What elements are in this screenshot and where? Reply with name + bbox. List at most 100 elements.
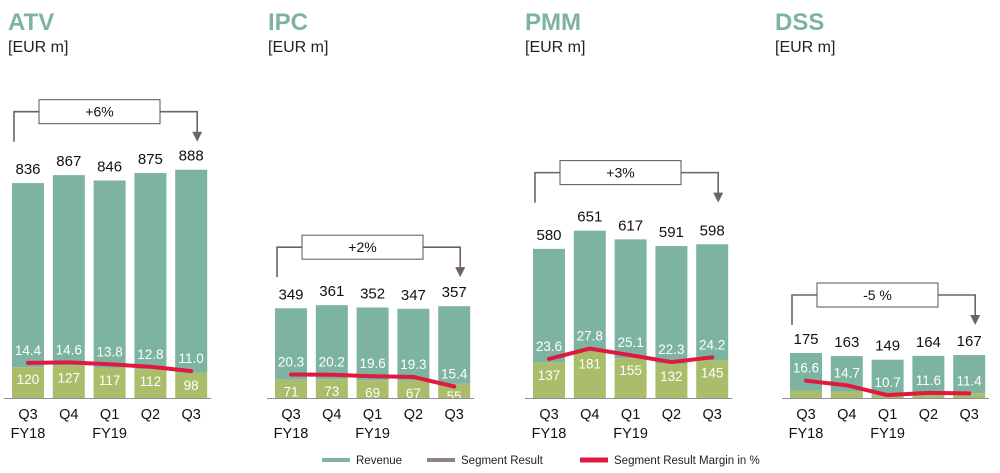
legend-item-segment-result: Segment Result [427,455,544,467]
growth-label: +2% [348,239,376,255]
segment-result-bar [315,379,348,398]
segment-result-label: 98 [184,378,199,393]
segment-result-label: 29 [798,396,813,411]
growth-box [38,99,161,125]
segment-result-bar [912,393,945,398]
margin-label: 10.7 [874,375,900,390]
revenue-label: 598 [700,222,725,239]
segment-result-label: 24 [839,397,855,412]
revenue-label: 867 [56,153,81,170]
segment-result-label: 127 [58,370,81,385]
segment-result-label: 16 [880,399,895,414]
margin-label: 11.4 [957,373,983,388]
segment-result-bar [275,379,307,398]
growth-arrow [681,171,724,203]
growth-label: +3% [606,165,634,181]
segment-result-label: 120 [17,372,40,387]
panel-title: ATV [8,9,54,36]
category-label: Q2 [141,407,160,423]
revenue-label: 361 [319,283,344,300]
revenue-label: 167 [957,333,982,350]
margin-label: 11.6 [916,373,941,388]
legend-swatch [322,458,350,462]
growth-bracket-left [276,246,302,278]
panel-atv: ATV [EUR m] 836 120 867 127 846 117 875 112 888 98 1… [4,9,212,442]
segment-result-bar [696,360,729,398]
category-label: Q4 [837,407,856,423]
segment-result-label: 145 [701,366,724,381]
legend-label: Revenue [356,455,402,467]
margin-label: 14.7 [834,365,860,380]
panel-pmm: PMM [EUR m] 580 137 651 181 617 155 591 132 598 145… [525,9,733,442]
category-label: Q3 FY18 [274,407,309,442]
growth-bracket-left [13,110,39,142]
revenue-label: 149 [875,338,900,355]
revenue-bar [912,355,945,394]
revenue-bar [790,353,822,391]
segment-result-label: 137 [538,368,561,383]
margin-label: 25.1 [617,335,643,350]
legend-item-revenue: Revenue [322,455,402,467]
category-label: Q3 [960,407,979,423]
category-label: Q4 [580,407,599,423]
category-label: Q3 [182,407,201,423]
margin-label: 19.6 [359,356,385,371]
segment-result-label: 69 [365,385,380,400]
segment-result-bar [12,367,44,398]
category-label: Q1 FY19 [92,407,127,442]
margin-label: 15.4 [441,366,468,381]
segment-result-bar [134,369,167,398]
category-label: Q3 FY18 [532,407,567,442]
segment-result-bar [533,362,565,398]
revenue-bar [397,308,430,381]
growth-arrow [938,294,981,326]
segment-result-label: 19 [921,398,936,413]
panel-title: DSS [775,9,824,36]
revenue-label: 347 [401,287,426,304]
segment-result-bar [356,380,389,398]
revenue-bar [438,306,471,384]
revenue-label: 164 [916,334,941,351]
margin-label: 16.6 [793,361,819,376]
category-label: Q4 [59,407,78,423]
growth-arrow [423,246,466,278]
growth-label: -5 % [863,287,892,303]
category-label: Q3 FY18 [11,407,46,442]
legend-swatch [427,458,455,462]
segment-result-label: 71 [283,385,298,400]
panel-dss: DSS [EUR m] 175 29 163 24 149 16 164 19 167 19 16.6 1… [775,9,990,442]
revenue-label: 888 [179,148,204,165]
category-label: Q1 FY19 [613,407,648,442]
segment-result-bar [655,364,688,398]
revenue-bar [356,307,389,381]
panel-ipc: IPC [EUR m] 349 71 361 73 352 69 347 67 357 55 20.3 2… [267,9,475,442]
margin-line [26,360,194,374]
revenue-label: 836 [15,161,40,178]
revenue-bar [533,248,565,363]
segment-result-bar [175,372,208,398]
margin-label: 19.3 [400,357,426,372]
margin-label: 20.2 [319,355,345,370]
segment-result-bar [790,390,822,398]
margin-label: 12.8 [137,347,163,362]
legend: Revenue Segment Result Segment Result Marg… [322,455,760,467]
revenue-bar [175,169,208,373]
growth-bracket-left [791,294,817,326]
growth-box [559,160,682,186]
revenue-label: 357 [442,284,467,301]
margin-line [289,372,457,389]
panel-unit: [EUR m] [8,39,68,56]
revenue-bar [573,230,606,352]
panel-title: IPC [268,9,308,36]
growth-box [301,234,424,260]
revenue-label: 591 [659,224,684,241]
revenue-bar [93,180,126,368]
revenue-label: 651 [577,209,602,226]
category-label: Q2 [919,407,938,423]
segment-result-bar [830,391,863,398]
legend-item-margin: Segment Result Margin in % [580,455,760,467]
category-label: Q3 [703,407,722,423]
margin-label: 13.8 [96,344,122,359]
growth-bracket-left [534,171,560,203]
